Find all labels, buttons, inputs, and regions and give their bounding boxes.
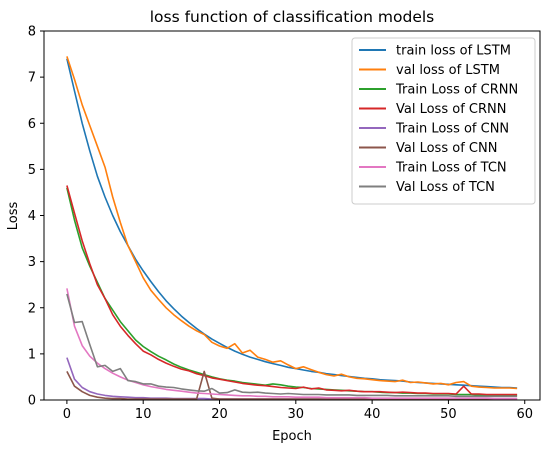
legend-entry: Train Loss of CNN	[395, 122, 509, 137]
x-axis-label: Epoch	[272, 429, 312, 444]
x-tick-label: 10	[135, 407, 152, 422]
legend-entry: Train Loss of CRNN	[395, 83, 518, 98]
y-tick-label: 3	[28, 255, 36, 270]
legend-entry: Train Loss of TCN	[395, 161, 507, 176]
x-axis: 0 10 20 30 40 50 60	[63, 400, 533, 422]
y-axis: 0 1 2 3 4 5 6 7 8	[28, 25, 44, 409]
series-line-val-loss-of-tcn	[66, 293, 518, 398]
plot-area	[66, 56, 518, 400]
x-tick-label: 60	[516, 407, 533, 422]
series-line-train-loss-of-crnn	[66, 187, 518, 397]
x-tick-label: 40	[364, 407, 381, 422]
y-tick-label: 5	[28, 163, 36, 178]
legend-entry: val loss of LSTM	[396, 63, 500, 78]
legend-box	[351, 37, 536, 205]
x-tick-label: 20	[211, 407, 228, 422]
y-tick-label: 0	[28, 394, 36, 409]
y-tick-label: 7	[28, 71, 36, 86]
y-tick-label: 4	[28, 209, 36, 224]
series-line-val-loss-of-lstm	[66, 56, 518, 390]
legend-entry: Val Loss of CRNN	[396, 102, 506, 117]
legend-entry: Val Loss of TCN	[396, 180, 495, 195]
x-tick-label: 50	[440, 407, 457, 422]
series-line-train-loss-of-tcn	[66, 288, 518, 400]
legend-entry: train loss of LSTM	[396, 44, 511, 59]
x-tick-label: 30	[288, 407, 305, 422]
y-tick-label: 6	[28, 117, 36, 132]
series-line-val-loss-of-cnn	[66, 370, 518, 400]
legend: train loss of LSTM val loss of LSTM Train …	[351, 37, 536, 205]
plot-frame	[43, 30, 541, 401]
chart-title: loss function of classification models	[150, 8, 435, 26]
y-tick-label: 1	[28, 347, 36, 362]
x-tick-label: 0	[63, 407, 71, 422]
legend-entry: Val Loss of CNN	[396, 141, 497, 156]
y-axis-label: Loss	[6, 202, 21, 231]
y-tick-label: 2	[28, 301, 36, 316]
y-tick-label: 8	[28, 25, 36, 40]
series-line-val-loss-of-crnn	[66, 185, 518, 396]
